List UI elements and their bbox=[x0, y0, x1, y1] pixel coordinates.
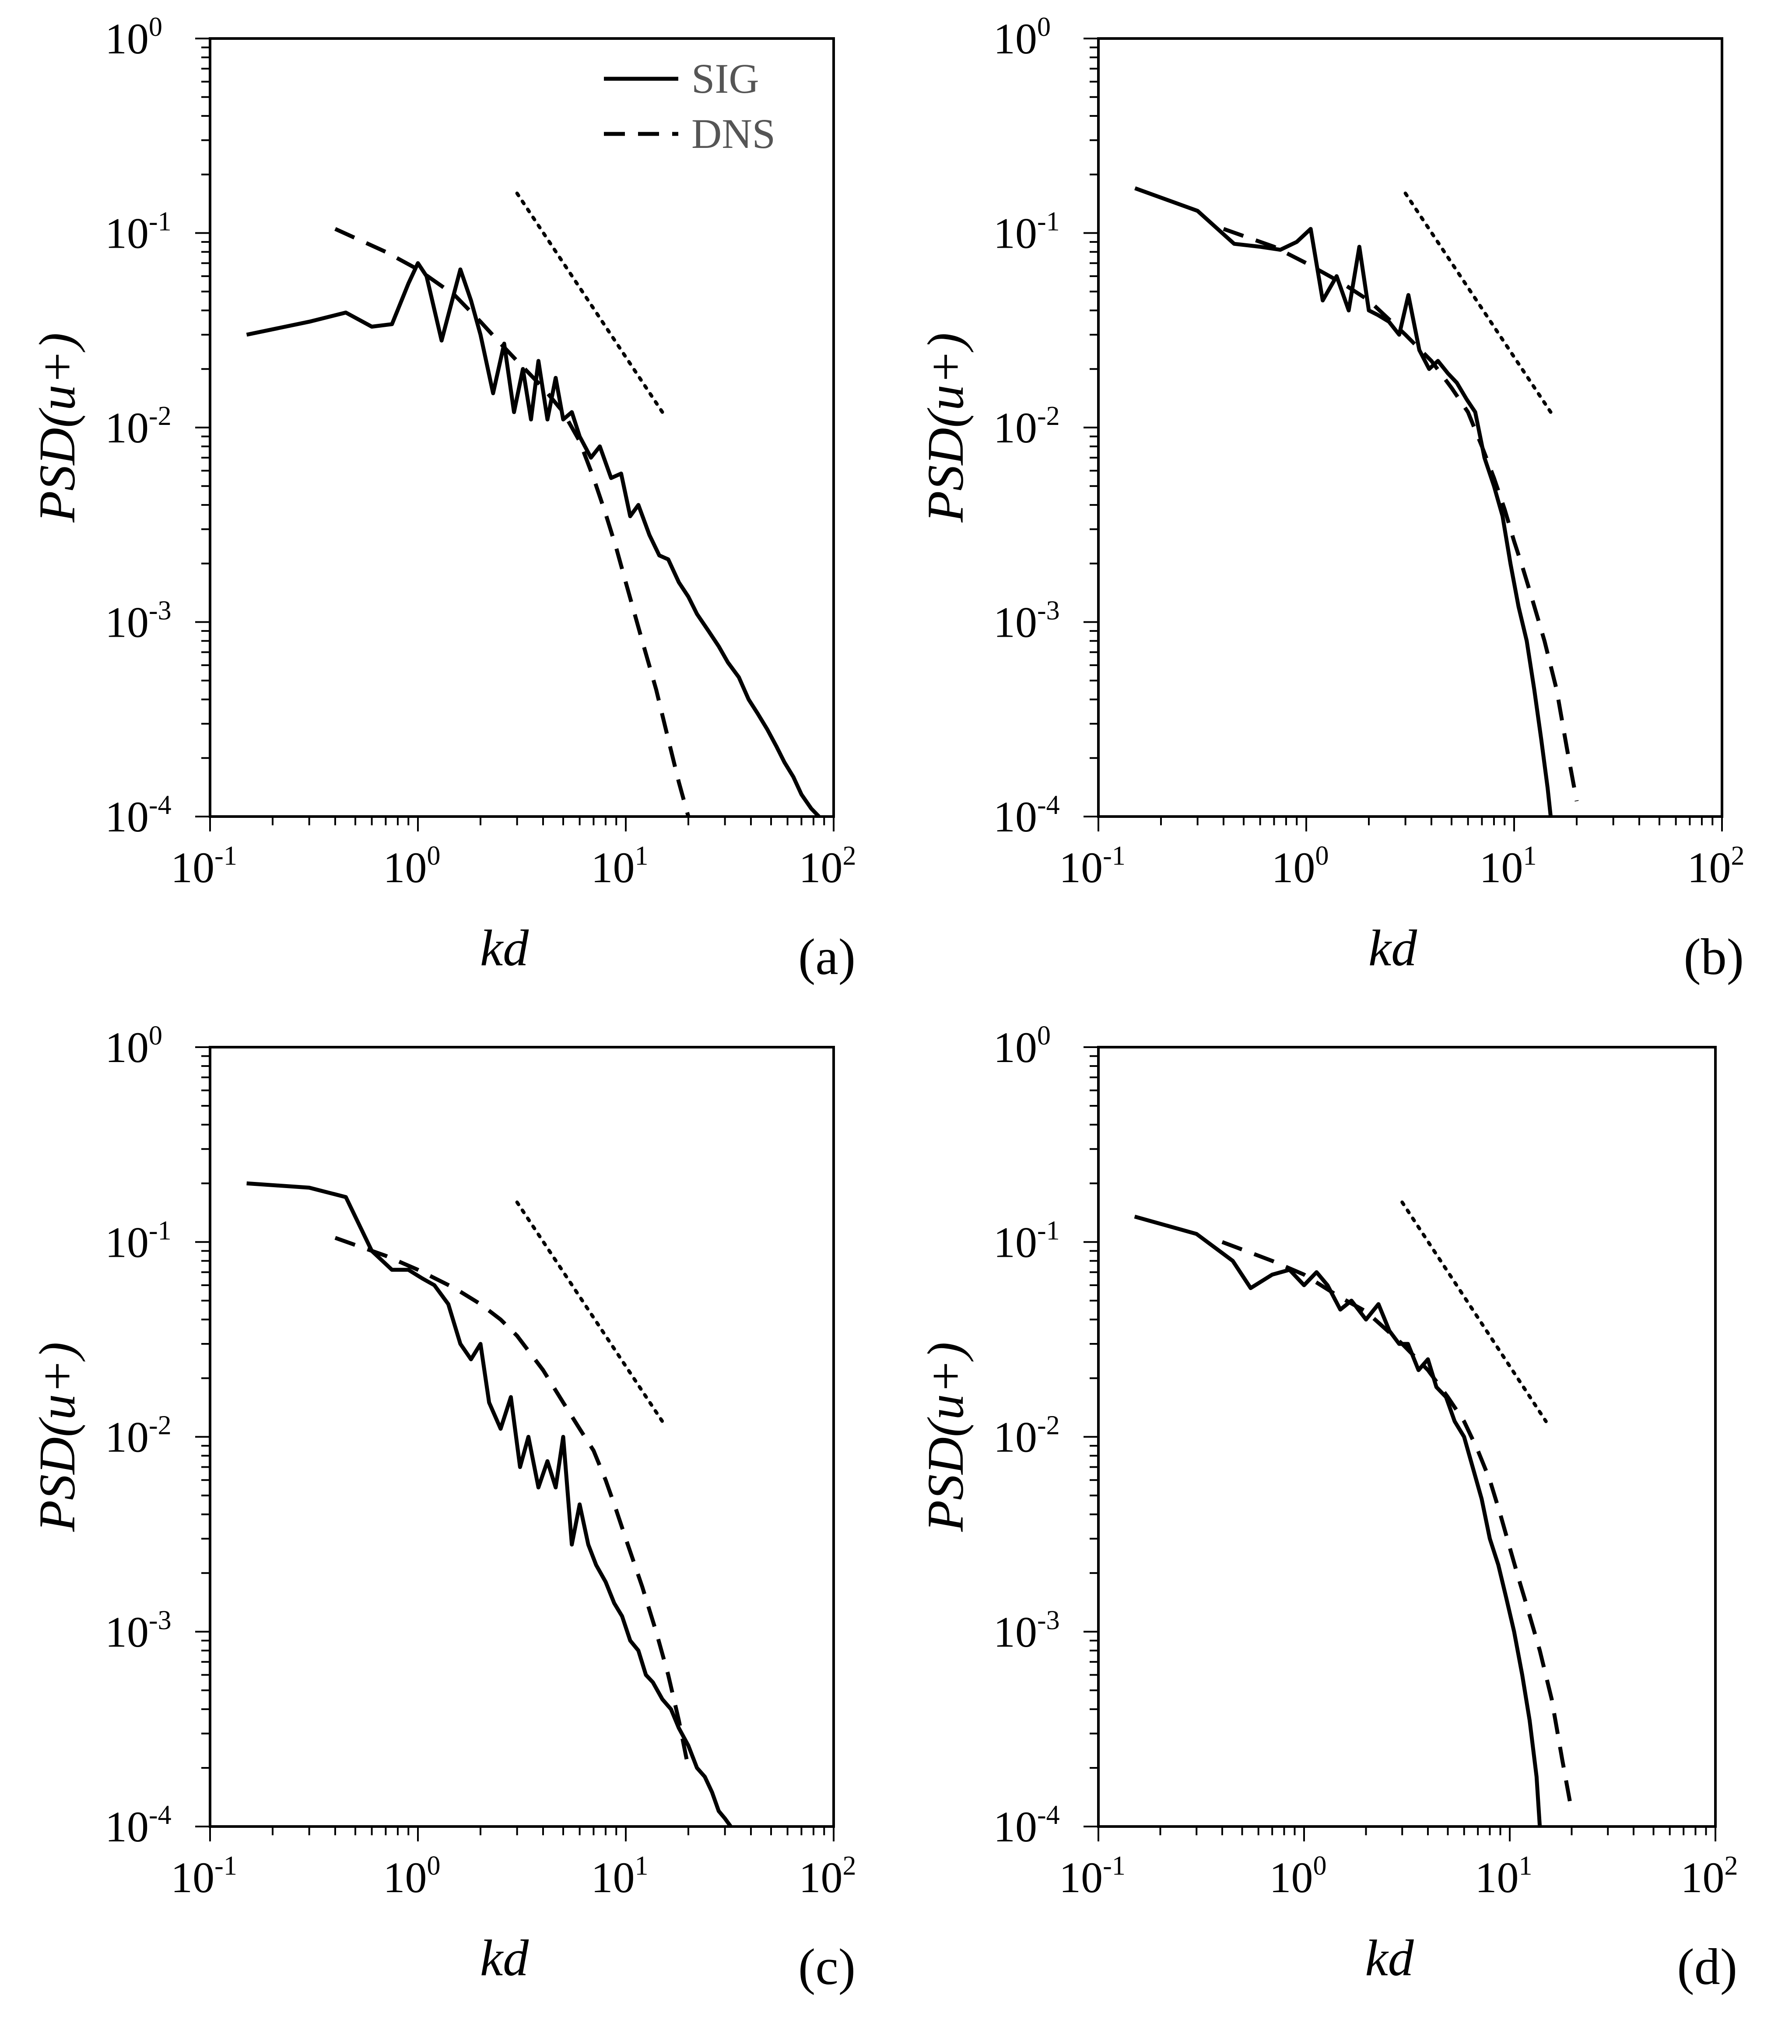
x-tick-label: 101 bbox=[591, 841, 649, 892]
y-tick-label: 100 bbox=[105, 1021, 162, 1072]
y-tick-label: 10-3 bbox=[105, 1606, 172, 1656]
legend-label-dns: DNS bbox=[691, 110, 775, 157]
plot-frame bbox=[1097, 1046, 1717, 1828]
x-tick-label: 10-1 bbox=[1059, 841, 1126, 892]
y-axis-title: PSD(u+) bbox=[28, 333, 86, 523]
x-tick-label: 102 bbox=[1687, 841, 1745, 892]
y-tick-label: 10-4 bbox=[105, 1800, 172, 1851]
y-tick-label: 10-2 bbox=[993, 401, 1060, 452]
x-tick-label: 10-1 bbox=[171, 841, 237, 892]
series-line-reference-slope bbox=[1400, 1200, 1548, 1423]
x-tick-label: 100 bbox=[383, 841, 441, 892]
panel-d: 10-1 100 101 102 100 10-1 10-2 10-3 10-4 kd PSD(u+… bbox=[917, 1021, 1738, 1995]
series-line-reference-slope bbox=[1403, 191, 1553, 414]
plot-frame bbox=[1097, 37, 1723, 818]
series-line-dns bbox=[334, 227, 691, 817]
x-axis-title: kd bbox=[1368, 919, 1417, 977]
x-axis-title: kd bbox=[480, 1929, 529, 1987]
y-axis-title: PSD(u+) bbox=[917, 333, 974, 523]
x-axis-title: kd bbox=[1365, 1929, 1414, 1987]
series-line-reference-slope bbox=[515, 191, 664, 414]
panel-label: (d) bbox=[1677, 1938, 1737, 1995]
panel-c: 10-1 100 101 102 100 10-1 10-2 10-3 10-4 kd PSD(u+… bbox=[28, 1021, 856, 1995]
series-line-sig bbox=[246, 261, 821, 818]
x-tick-label: 100 bbox=[1269, 1851, 1327, 1902]
panel-label: (c) bbox=[798, 1938, 856, 1995]
series-line-dns bbox=[1223, 227, 1579, 802]
series-line-sig bbox=[246, 1181, 733, 1828]
y-tick-label: 10-2 bbox=[105, 1411, 172, 1462]
x-tick-label: 10-1 bbox=[1059, 1851, 1126, 1902]
y-tick-label: 10-1 bbox=[993, 1216, 1060, 1266]
x-tick-label: 101 bbox=[591, 1851, 649, 1902]
y-tick-label: 10-1 bbox=[993, 207, 1060, 258]
series-line-dns bbox=[1221, 1240, 1574, 1812]
y-axis-title: PSD(u+) bbox=[917, 1342, 974, 1532]
x-axis-title: kd bbox=[480, 919, 529, 977]
x-tick-label: 101 bbox=[1475, 1851, 1532, 1902]
x-tick-label: 100 bbox=[383, 1851, 441, 1902]
plot-frame bbox=[209, 1046, 835, 1828]
y-tick-label: 10-4 bbox=[993, 1800, 1060, 1851]
x-tick-label: 101 bbox=[1480, 841, 1537, 892]
x-tick-label: 102 bbox=[799, 1851, 856, 1902]
series-line-sig bbox=[1134, 186, 1553, 817]
y-axis-title: PSD(u+) bbox=[28, 1342, 86, 1532]
panel-label: (b) bbox=[1683, 928, 1744, 985]
panel-label: (a) bbox=[798, 928, 856, 985]
x-tick-label: 10-1 bbox=[171, 1851, 237, 1902]
y-tick-label: 10-2 bbox=[105, 401, 172, 452]
y-tick-label: 10-3 bbox=[993, 596, 1060, 647]
series-line-reference-slope bbox=[515, 1200, 664, 1423]
legend: SIG DNS bbox=[604, 55, 775, 157]
y-tick-label: 10-4 bbox=[105, 790, 172, 841]
y-tick-label: 100 bbox=[993, 1021, 1051, 1072]
y-tick-label: 10-4 bbox=[993, 790, 1060, 841]
x-tick-label: 102 bbox=[799, 841, 856, 892]
y-tick-label: 10-1 bbox=[105, 207, 172, 258]
series-line-sig bbox=[1134, 1214, 1542, 1827]
x-tick-label: 100 bbox=[1272, 841, 1329, 892]
panel-a: 10-1 100 101 102 100 10-1 10-2 10-3 10-4 kd PSD(u+… bbox=[28, 12, 856, 985]
legend-label-sig: SIG bbox=[691, 55, 759, 102]
series-line-dns bbox=[334, 1236, 691, 1768]
x-tick-label: 102 bbox=[1681, 1851, 1738, 1902]
y-tick-label: 100 bbox=[993, 12, 1051, 63]
y-tick-label: 10-3 bbox=[993, 1606, 1060, 1656]
y-tick-label: 10-2 bbox=[993, 1411, 1060, 1462]
y-tick-label: 10-1 bbox=[105, 1216, 172, 1266]
panel-b: 10-1 100 101 102 100 10-1 10-2 10-3 10-4 kd PSD(u+… bbox=[917, 12, 1745, 985]
y-tick-label: 100 bbox=[105, 12, 162, 63]
y-tick-label: 10-3 bbox=[105, 596, 172, 647]
